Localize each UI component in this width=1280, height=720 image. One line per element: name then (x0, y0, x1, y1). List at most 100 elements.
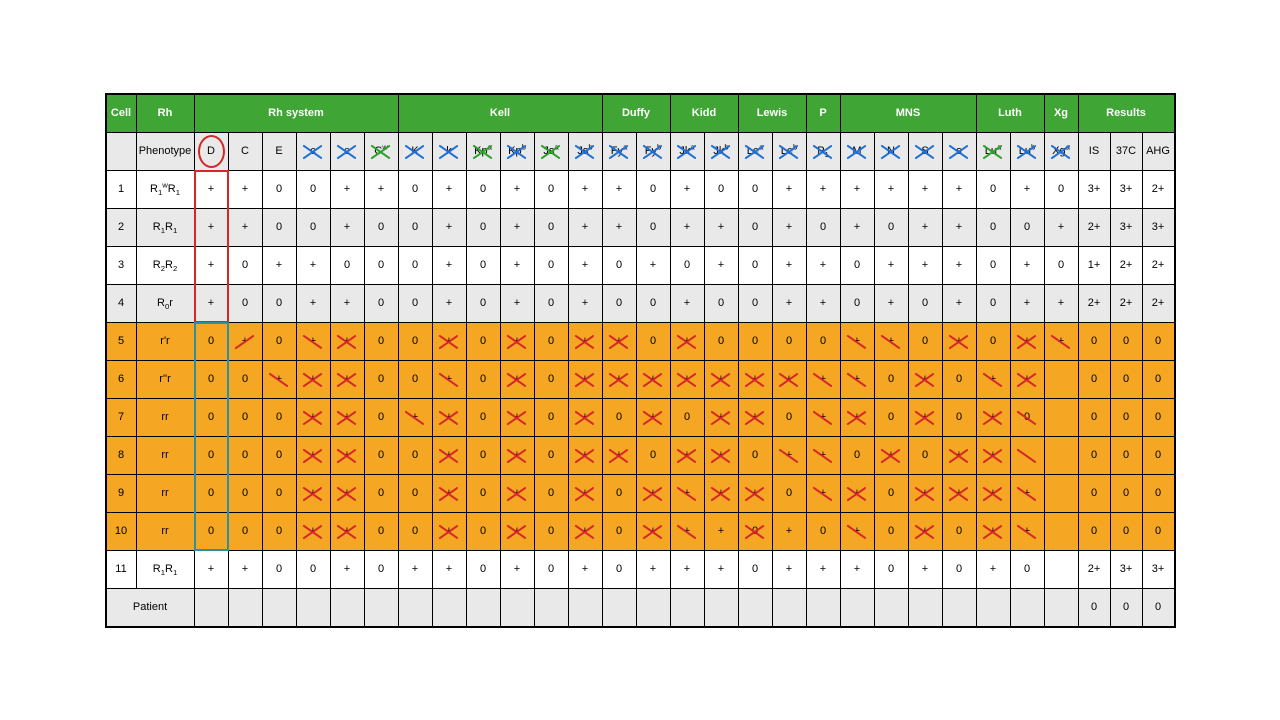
antigen-value: + (942, 322, 976, 360)
result-value: 0 (1078, 322, 1110, 360)
result-value: 1+ (1078, 246, 1110, 284)
antigen-value: + (840, 170, 874, 208)
group-header: Luth (976, 94, 1044, 132)
crossout-mark (639, 363, 668, 396)
antigen-value: + (806, 360, 840, 398)
result-value: 3+ (1110, 170, 1142, 208)
antigen-value: + (432, 322, 466, 360)
phenotype: r'r (136, 322, 194, 360)
crossout-mark (673, 363, 702, 396)
patient-empty-cell (670, 588, 704, 626)
antigen-value: + (636, 474, 670, 512)
patient-empty-cell (976, 588, 1010, 626)
antigen-value: + (602, 436, 636, 474)
antigen-value: + (398, 550, 432, 588)
antigen-value: 0 (636, 208, 670, 246)
antigen-value: 0 (296, 550, 330, 588)
antigen-value: 0 (636, 322, 670, 360)
antigen-value: 0 (534, 170, 568, 208)
antigen-value: + (976, 360, 1010, 398)
antigen-value: 0 (228, 474, 262, 512)
result-value: 2+ (1078, 550, 1110, 588)
result-value: 0 (1110, 322, 1142, 360)
phenotype: rr (136, 474, 194, 512)
result-value: 0 (1110, 398, 1142, 436)
antigen-value: 0 (364, 284, 398, 322)
antigen-value: + (976, 398, 1010, 436)
patient-empty-cell (330, 588, 364, 626)
crossout-mark (945, 477, 974, 510)
cell-number: 11 (106, 550, 136, 588)
antigen-value: + (874, 284, 908, 322)
crossout-mark (571, 363, 600, 396)
antigen-header: Lub (1010, 132, 1044, 170)
antigen-value: + (568, 550, 602, 588)
antigen-value (1044, 360, 1078, 398)
crossout-mark (299, 401, 328, 434)
patient-empty-cell (364, 588, 398, 626)
antigen-value: 0 (194, 436, 228, 474)
antigen-value: + (704, 246, 738, 284)
antigen-value: + (330, 170, 364, 208)
crossout-mark (605, 325, 634, 358)
antigen-value: 0 (908, 322, 942, 360)
antigen-value: + (704, 208, 738, 246)
antigen-value: + (806, 550, 840, 588)
antigen-header: Lea (738, 132, 772, 170)
crossout-mark (299, 325, 328, 358)
antigen-value: + (874, 322, 908, 360)
antigen-header: D (194, 132, 228, 170)
crossout-mark (333, 515, 362, 548)
result-value: 3+ (1110, 550, 1142, 588)
crossout-mark (1013, 401, 1042, 434)
antigen-value: 0 (738, 246, 772, 284)
antigen-value: + (772, 550, 806, 588)
antigen-value: 0 (466, 550, 500, 588)
crossout-mark (571, 515, 600, 548)
crossout-mark (673, 135, 702, 168)
crossout-mark (809, 135, 838, 168)
cell-number: 4 (106, 284, 136, 322)
antigen-value: 0 (840, 436, 874, 474)
antigen-value: + (432, 512, 466, 550)
antigen-value: + (840, 322, 874, 360)
crossout-mark (741, 363, 770, 396)
patient-empty-cell (194, 588, 228, 626)
crossout-mark (435, 363, 464, 396)
antigen-value: 0 (262, 550, 296, 588)
antigen-value: + (670, 474, 704, 512)
crossout-mark (605, 439, 634, 472)
crossout-mark (503, 363, 532, 396)
crossout-mark (503, 439, 532, 472)
antigen-value: 0 (1044, 170, 1078, 208)
antigen-value: + (500, 322, 534, 360)
antigen-value: 0 (704, 170, 738, 208)
antigen-value: 0 (874, 512, 908, 550)
crossout-mark (333, 363, 362, 396)
crossout-mark (673, 439, 702, 472)
antigen-value: + (500, 170, 534, 208)
crossout-mark (741, 515, 770, 548)
antigen-value: 0 (806, 512, 840, 550)
crossout-mark (435, 439, 464, 472)
antigen-value: + (228, 208, 262, 246)
crossout-mark (299, 363, 328, 396)
patient-label: Patient (106, 588, 194, 626)
antigen-value: + (908, 398, 942, 436)
antigen-value: + (806, 398, 840, 436)
crossout-mark (707, 363, 736, 396)
antigen-value: 0 (534, 322, 568, 360)
phenotype: rr (136, 512, 194, 550)
crossout-mark (979, 135, 1008, 168)
antigen-value: 0 (466, 360, 500, 398)
antigen-header: Kpb (500, 132, 534, 170)
cell-number: 10 (106, 512, 136, 550)
phenotype: R1R1 (136, 550, 194, 588)
antigen-value: + (1010, 284, 1044, 322)
antigen-value: 0 (398, 170, 432, 208)
cell-number: 9 (106, 474, 136, 512)
crossout-mark (1013, 515, 1042, 548)
group-header: Lewis (738, 94, 806, 132)
antigen-value: + (704, 474, 738, 512)
antigen-value: 0 (636, 284, 670, 322)
